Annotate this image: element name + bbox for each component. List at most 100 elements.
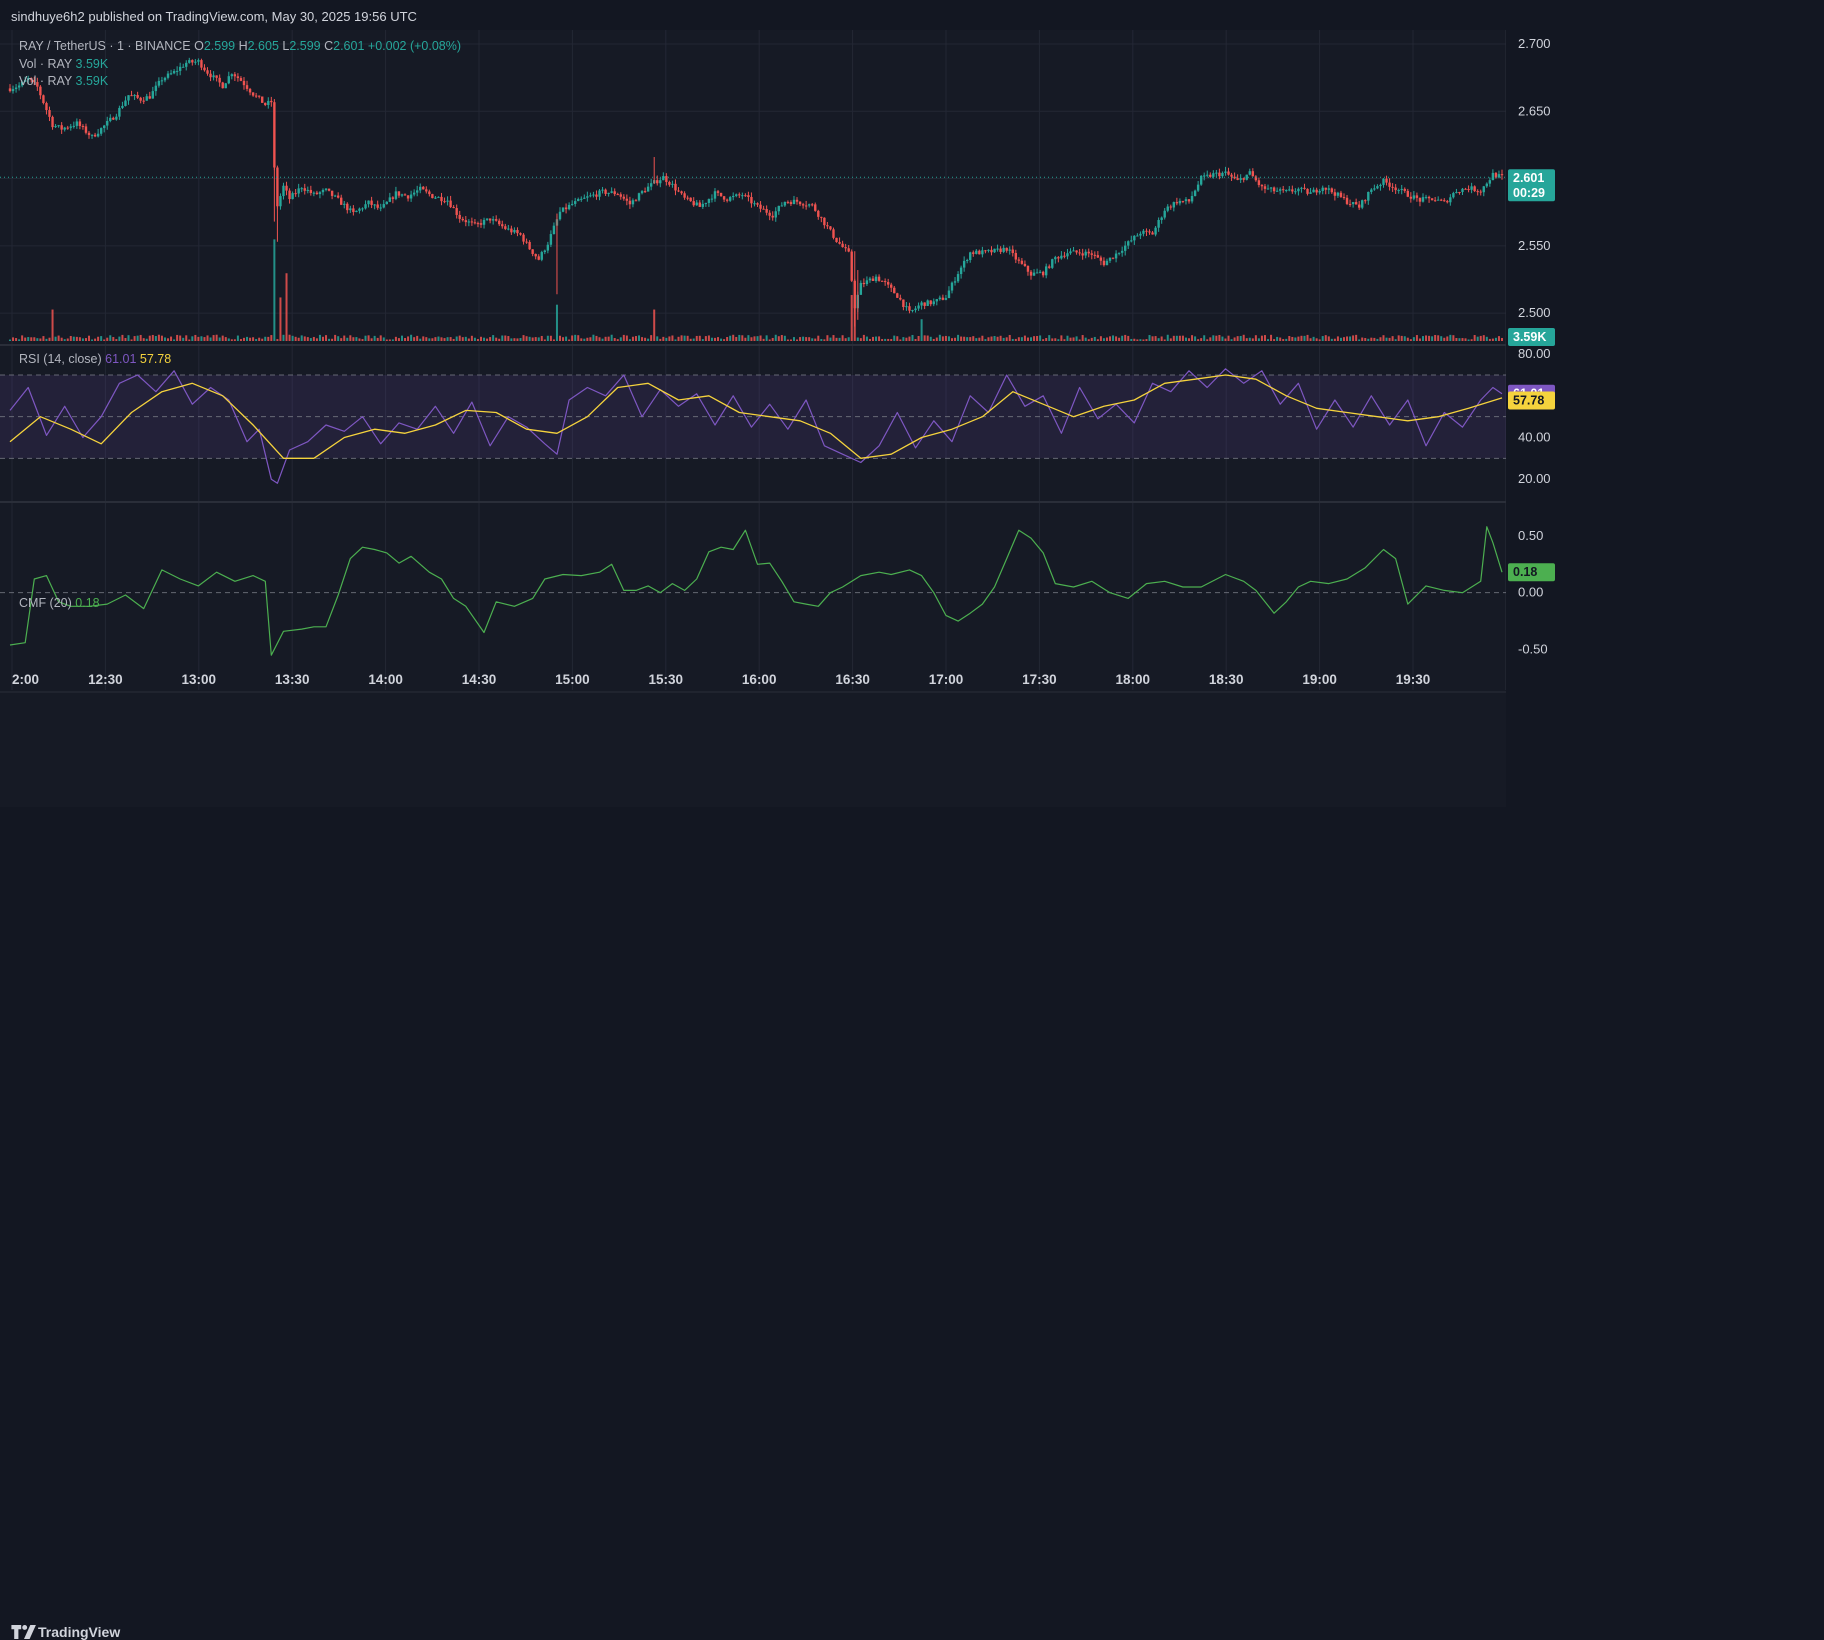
cmf-legend[interactable]: CMF (20) 0.18 (19, 596, 100, 610)
time-tick-label: 13:30 (275, 672, 310, 687)
candle (619, 194, 622, 197)
chart-frame[interactable]: 2.7002.6502.6002.5502.50080.0040.0020.00… (0, 30, 1824, 807)
volume-bar (1309, 338, 1312, 341)
candle (403, 194, 407, 196)
candle (750, 196, 753, 204)
svg-text:3.59K: 3.59K (1513, 330, 1546, 344)
volume-bar (246, 336, 249, 341)
candle (276, 167, 279, 207)
volume-bar (1227, 335, 1230, 341)
volume-bar (1245, 338, 1248, 341)
volume-bar (884, 338, 887, 341)
candle (838, 242, 841, 244)
candle (1476, 191, 1479, 193)
price-axis[interactable]: 2.7002.6502.6002.5502.50080.0040.0020.00… (1506, 30, 1824, 807)
rsi-pane[interactable] (0, 368, 1506, 484)
volume-bar (282, 334, 285, 341)
candle (23, 80, 27, 82)
candle (920, 302, 923, 306)
candle (60, 125, 63, 130)
volume-bar (841, 335, 844, 341)
candle (504, 226, 507, 229)
cmf-value: 0.18 (75, 596, 100, 610)
candle (996, 248, 999, 250)
candle (1364, 200, 1367, 202)
candle (938, 297, 942, 300)
volume-bar (777, 336, 780, 341)
volume-bar (1051, 338, 1054, 341)
volume-bar (352, 337, 355, 341)
volume-label: Vol · RAY (19, 57, 73, 71)
candle (1051, 259, 1054, 268)
tradingview-logo-icon[interactable] (11, 1625, 37, 1639)
volume-bar (504, 335, 507, 341)
volume-bar (1154, 336, 1157, 341)
volume-bar (999, 335, 1002, 341)
candle (762, 208, 765, 210)
volume-bar (1121, 335, 1124, 341)
candle (1066, 253, 1069, 257)
cmf-pane[interactable] (0, 526, 1506, 656)
volume-bar (470, 335, 473, 341)
price-pane[interactable] (0, 57, 1506, 327)
symbol-legend[interactable]: RAY / TetherUS · 1 · BINANCE O2.599 H2.6… (19, 39, 461, 53)
volume-bar (574, 334, 577, 341)
time-tick-label: 15:00 (555, 672, 590, 687)
volume-bar (1464, 338, 1467, 341)
candle (306, 189, 309, 191)
volume-bar (1148, 335, 1151, 341)
candle (336, 195, 340, 198)
chart-canvas[interactable]: 2.7002.6502.6002.5502.50080.0040.0020.00… (0, 30, 1824, 807)
candle (883, 281, 887, 283)
volume-bar (741, 335, 744, 341)
candle (1497, 174, 1501, 178)
volume-bar (1215, 335, 1218, 341)
volume-bar (789, 339, 792, 341)
volume-bar (1069, 337, 1072, 341)
volume-bar (692, 338, 695, 341)
volume-bar (428, 338, 431, 341)
time-tick-label: 18:30 (1209, 672, 1244, 687)
volume-bar (1017, 337, 1020, 341)
volume-bar (671, 335, 674, 341)
candle (1114, 253, 1118, 259)
candle (1124, 245, 1127, 251)
volume-bar (498, 338, 501, 341)
volume-bar (66, 338, 69, 341)
candle (1008, 249, 1011, 251)
candle (631, 200, 635, 205)
candle (87, 132, 91, 136)
volume-bar (1002, 337, 1005, 341)
candle (415, 190, 419, 193)
volume-legend-1[interactable]: Vol · RAY 3.59K (19, 57, 108, 71)
volume-bar (1485, 336, 1488, 341)
volume-bar (1230, 339, 1233, 341)
candle (36, 82, 39, 87)
candle (783, 201, 787, 206)
candle (419, 186, 422, 191)
candle (1048, 266, 1051, 268)
candle (437, 196, 440, 198)
candle (206, 70, 209, 74)
volume-bar (81, 338, 84, 341)
volume-legend-2[interactable]: Vol · RAY 3.59K (19, 74, 108, 88)
candle (54, 126, 57, 128)
volume-bar (255, 339, 258, 341)
volume-bar (510, 338, 513, 341)
volume-bar (668, 336, 671, 341)
volume-bar (27, 337, 30, 341)
candle (376, 204, 379, 208)
candle (1461, 188, 1464, 193)
volume-bar (230, 339, 233, 341)
candle (513, 230, 516, 233)
time-axis[interactable]: 2:00 12:30 13:00 13:30 14:00 14:30 15:00 15:30 1… (12, 672, 1430, 687)
candle (707, 199, 711, 203)
volume-bar (662, 336, 665, 341)
volume-bar (796, 339, 799, 341)
rsi-legend[interactable]: RSI (14, close) 61.01 57.78 (19, 352, 171, 366)
volume-bar (1497, 336, 1500, 341)
tradingview-brand[interactable]: TradingView (38, 1624, 121, 1640)
volume-bar (306, 337, 309, 341)
candle (1418, 197, 1422, 202)
candle (166, 73, 170, 78)
